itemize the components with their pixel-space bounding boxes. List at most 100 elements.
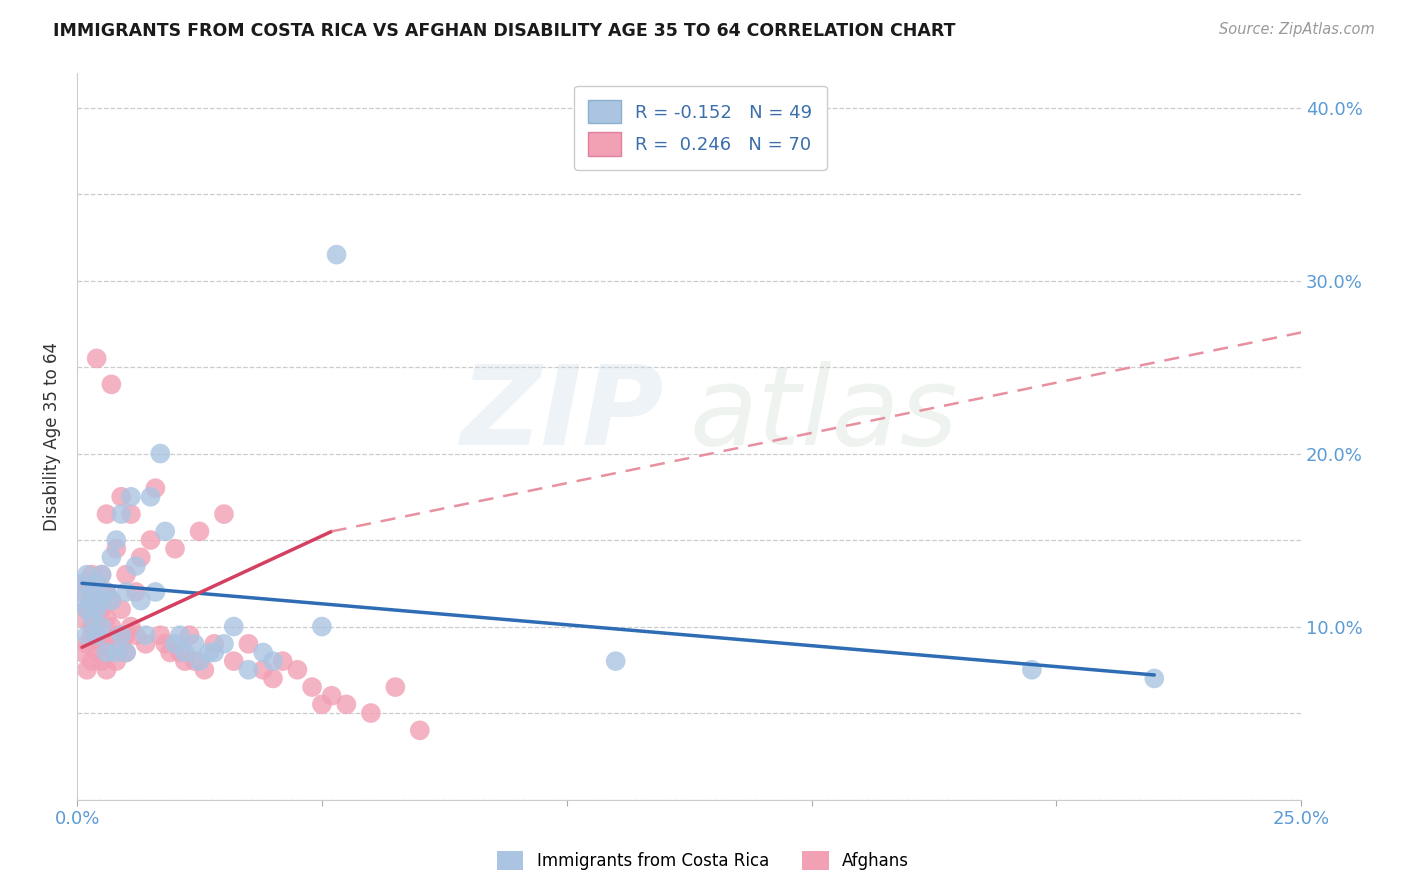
Legend: R = -0.152   N = 49, R =  0.246   N = 70: R = -0.152 N = 49, R = 0.246 N = 70	[574, 86, 827, 170]
Point	[115, 628, 138, 642]
Point	[96, 637, 118, 651]
Point	[125, 559, 148, 574]
Point	[212, 637, 235, 651]
Point	[76, 567, 98, 582]
Point	[212, 507, 235, 521]
Point	[605, 654, 627, 668]
Point	[100, 619, 122, 633]
Point	[145, 585, 167, 599]
Point	[252, 663, 274, 677]
Point	[222, 654, 245, 668]
Point	[115, 645, 138, 659]
Point	[287, 663, 309, 677]
Point	[115, 645, 138, 659]
Point	[70, 645, 93, 659]
Point	[169, 628, 191, 642]
Point	[80, 593, 103, 607]
Text: atlas: atlas	[689, 361, 957, 468]
Point	[90, 567, 112, 582]
Point	[139, 490, 162, 504]
Point	[311, 619, 333, 633]
Point	[80, 567, 103, 582]
Point	[335, 698, 357, 712]
Point	[105, 654, 128, 668]
Point	[360, 706, 382, 720]
Point	[110, 602, 132, 616]
Point	[90, 637, 112, 651]
Point	[96, 663, 118, 677]
Legend: Immigrants from Costa Rica, Afghans: Immigrants from Costa Rica, Afghans	[491, 844, 915, 877]
Point	[169, 645, 191, 659]
Point	[139, 533, 162, 547]
Point	[76, 602, 98, 616]
Point	[262, 672, 284, 686]
Point	[238, 663, 260, 677]
Point	[120, 490, 142, 504]
Point	[149, 628, 172, 642]
Point	[96, 611, 118, 625]
Point	[76, 628, 98, 642]
Text: IMMIGRANTS FROM COSTA RICA VS AFGHAN DISABILITY AGE 35 TO 64 CORRELATION CHART: IMMIGRANTS FROM COSTA RICA VS AFGHAN DIS…	[53, 22, 956, 40]
Point	[86, 593, 108, 607]
Point	[110, 628, 132, 642]
Point	[90, 654, 112, 668]
Point	[80, 593, 103, 607]
Point	[110, 490, 132, 504]
Point	[80, 654, 103, 668]
Point	[105, 645, 128, 659]
Point	[252, 645, 274, 659]
Point	[96, 507, 118, 521]
Point	[325, 247, 347, 261]
Point	[76, 576, 98, 591]
Point	[86, 628, 108, 642]
Point	[96, 645, 118, 659]
Point	[96, 585, 118, 599]
Y-axis label: Disability Age 35 to 64: Disability Age 35 to 64	[44, 342, 60, 531]
Point	[76, 663, 98, 677]
Point	[183, 637, 205, 651]
Point	[179, 628, 201, 642]
Point	[70, 585, 93, 599]
Point	[90, 602, 112, 616]
Point	[173, 654, 195, 668]
Point	[96, 585, 118, 599]
Point	[86, 576, 108, 591]
Point	[76, 602, 98, 616]
Point	[149, 446, 172, 460]
Point	[100, 377, 122, 392]
Point	[76, 637, 98, 651]
Point	[135, 637, 157, 651]
Point	[100, 593, 122, 607]
Point	[90, 619, 112, 633]
Point	[105, 541, 128, 556]
Point	[90, 593, 112, 607]
Point	[80, 611, 103, 625]
Point	[110, 637, 132, 651]
Point	[301, 680, 323, 694]
Point	[90, 567, 112, 582]
Point	[159, 645, 181, 659]
Point	[145, 481, 167, 495]
Point	[86, 645, 108, 659]
Text: Source: ZipAtlas.com: Source: ZipAtlas.com	[1219, 22, 1375, 37]
Point	[105, 628, 128, 642]
Point	[188, 524, 211, 539]
Point	[80, 628, 103, 642]
Point	[409, 723, 432, 738]
Point	[86, 351, 108, 366]
Point	[163, 541, 186, 556]
Point	[125, 628, 148, 642]
Point	[86, 602, 108, 616]
Point	[100, 593, 122, 607]
Point	[271, 654, 294, 668]
Point	[173, 645, 195, 659]
Point	[105, 533, 128, 547]
Point	[70, 593, 93, 607]
Point	[70, 576, 93, 591]
Point	[262, 654, 284, 668]
Point	[321, 689, 343, 703]
Text: ZIP: ZIP	[461, 361, 665, 468]
Point	[70, 611, 93, 625]
Point	[188, 654, 211, 668]
Point	[115, 585, 138, 599]
